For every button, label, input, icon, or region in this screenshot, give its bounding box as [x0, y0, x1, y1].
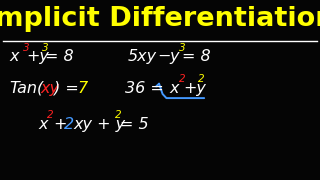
Text: 7: 7	[78, 81, 88, 96]
Text: 2: 2	[115, 110, 122, 120]
Text: 3: 3	[42, 43, 48, 53]
Text: 3: 3	[23, 43, 30, 53]
Text: 2: 2	[64, 117, 74, 132]
Text: x: x	[38, 117, 48, 132]
Text: ) =: ) =	[54, 81, 84, 96]
Text: = 5: = 5	[120, 117, 148, 132]
Text: 2: 2	[198, 74, 205, 84]
Text: 2: 2	[47, 110, 54, 120]
Text: x: x	[170, 81, 179, 96]
Text: +y: +y	[183, 81, 206, 96]
Text: = 8: = 8	[45, 49, 73, 64]
Text: −: −	[157, 49, 170, 64]
Text: 3: 3	[179, 43, 185, 53]
Text: 5xy: 5xy	[128, 49, 157, 64]
Text: 36 =: 36 =	[125, 81, 169, 96]
Text: x: x	[10, 49, 19, 64]
Text: +y: +y	[27, 49, 49, 64]
Text: Tan(: Tan(	[10, 81, 44, 96]
Text: xy: xy	[40, 81, 59, 96]
Text: +: +	[53, 117, 66, 132]
Text: y: y	[170, 49, 179, 64]
Text: = 8: = 8	[182, 49, 210, 64]
Text: 2: 2	[179, 74, 185, 84]
Text: xy + y: xy + y	[73, 117, 125, 132]
Text: Implicit Differentiation: Implicit Differentiation	[0, 6, 320, 32]
